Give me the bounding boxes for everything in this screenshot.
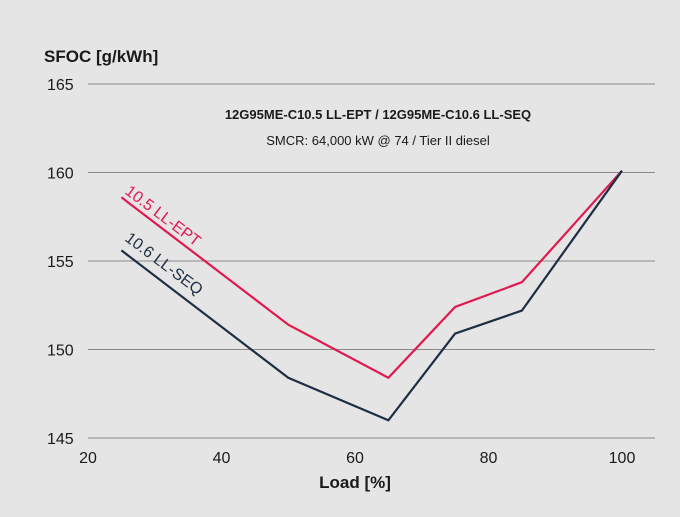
x-tick-labels: 20 40 60 80 100 <box>79 450 635 467</box>
chart-subtitle: SMCR: 64,000 kW @ 74 / Tier II diesel <box>266 133 490 148</box>
y-tick-label-155: 155 <box>47 254 74 271</box>
x-tick-label-40: 40 <box>213 450 231 467</box>
series-line-seq <box>120 170 623 422</box>
chart-title: 12G95ME-C10.5 LL-EPT / 12G95ME-C10.6 LL-… <box>225 107 531 122</box>
series-lines <box>120 169 623 422</box>
y-tick-label-145: 145 <box>47 431 74 448</box>
series-line-ept <box>120 169 623 380</box>
x-tick-label-60: 60 <box>346 450 364 467</box>
x-tick-label-80: 80 <box>480 450 498 467</box>
x-axis-label: Load [%] <box>319 473 391 492</box>
y-tick-label-150: 150 <box>47 343 74 360</box>
y-axis-label: SFOC [g/kWh] <box>44 47 158 66</box>
grid-lines <box>88 83 655 439</box>
x-tick-label-100: 100 <box>609 450 636 467</box>
y-tick-label-160: 160 <box>47 166 74 183</box>
y-tick-label-165: 165 <box>47 77 74 94</box>
y-tick-labels: 145 150 155 160 165 <box>47 77 74 448</box>
x-tick-label-20: 20 <box>79 450 97 467</box>
